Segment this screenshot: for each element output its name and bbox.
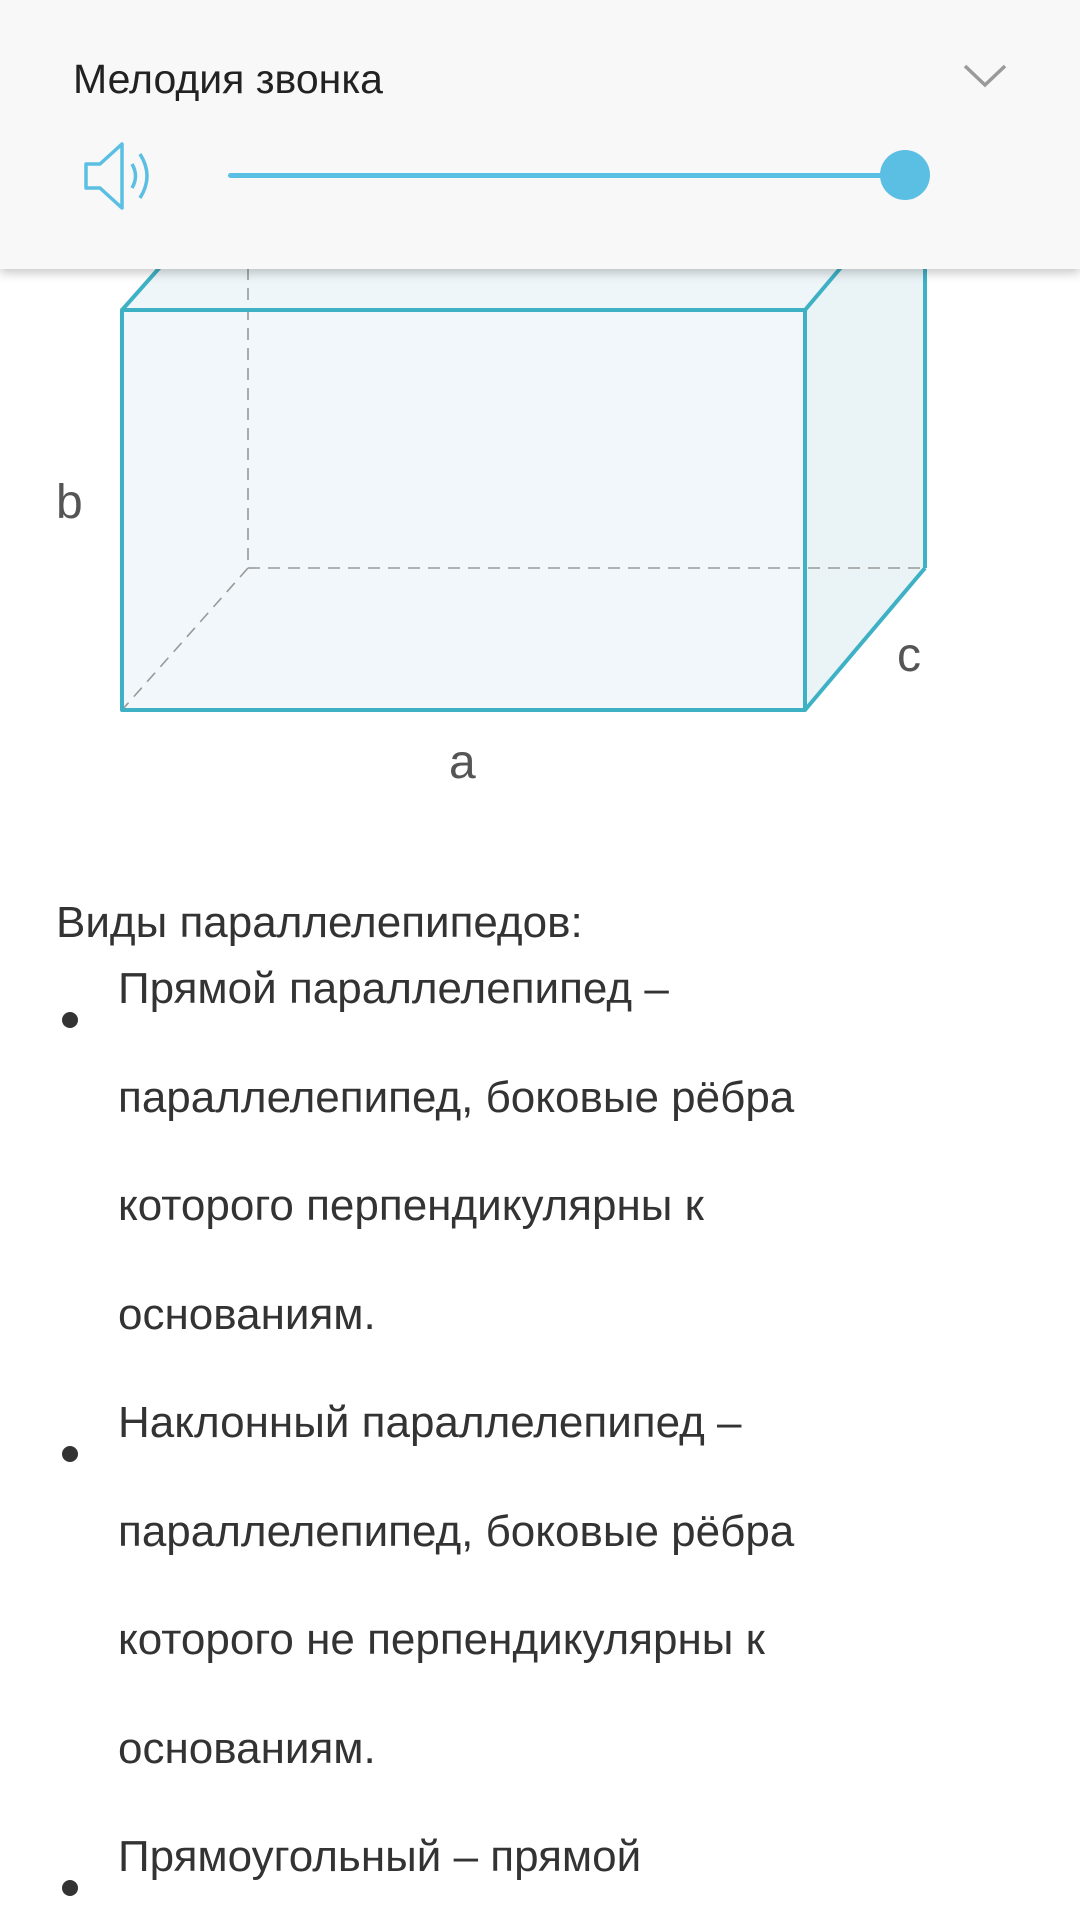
volume-slider-thumb[interactable] xyxy=(880,150,930,200)
list-item-line: основаниям. xyxy=(118,1289,376,1339)
volume-slider[interactable] xyxy=(228,150,930,200)
ringtone-volume-panel: Мелодия звонка xyxy=(0,0,1080,269)
bullet-icon xyxy=(62,1880,78,1896)
speaker-volume-icon[interactable] xyxy=(82,140,162,212)
list-item-line: основаниям. xyxy=(118,1723,376,1773)
list-item-line: параллелепипед, боковые рёбра xyxy=(118,1072,795,1122)
list-item-line: параллелепипед, боковые рёбра xyxy=(118,1506,795,1556)
edge-label-a: a xyxy=(449,736,476,789)
list-item-line: Прямоугольный – прямой xyxy=(118,1832,642,1881)
front-face xyxy=(122,310,805,710)
edge-label-c: c xyxy=(897,629,921,682)
right-face xyxy=(805,168,925,710)
edge-label-b: b xyxy=(56,476,83,529)
bullet-icon xyxy=(62,1446,78,1462)
list-item-line: Наклонный параллелепипед – xyxy=(118,1398,742,1447)
list-item-line: Прямой параллелепипед – xyxy=(118,964,669,1013)
list-item-line: которого не перпендикулярны к xyxy=(118,1615,765,1664)
intro-text: Виды параллелепипедов: xyxy=(56,898,583,947)
list-item-line: которого перпендикулярны к xyxy=(118,1181,704,1230)
chevron-down-icon[interactable] xyxy=(962,62,1008,90)
panel-title: Мелодия звонка xyxy=(73,56,383,102)
volume-slider-track xyxy=(228,173,905,178)
bullet-icon xyxy=(62,1012,78,1028)
